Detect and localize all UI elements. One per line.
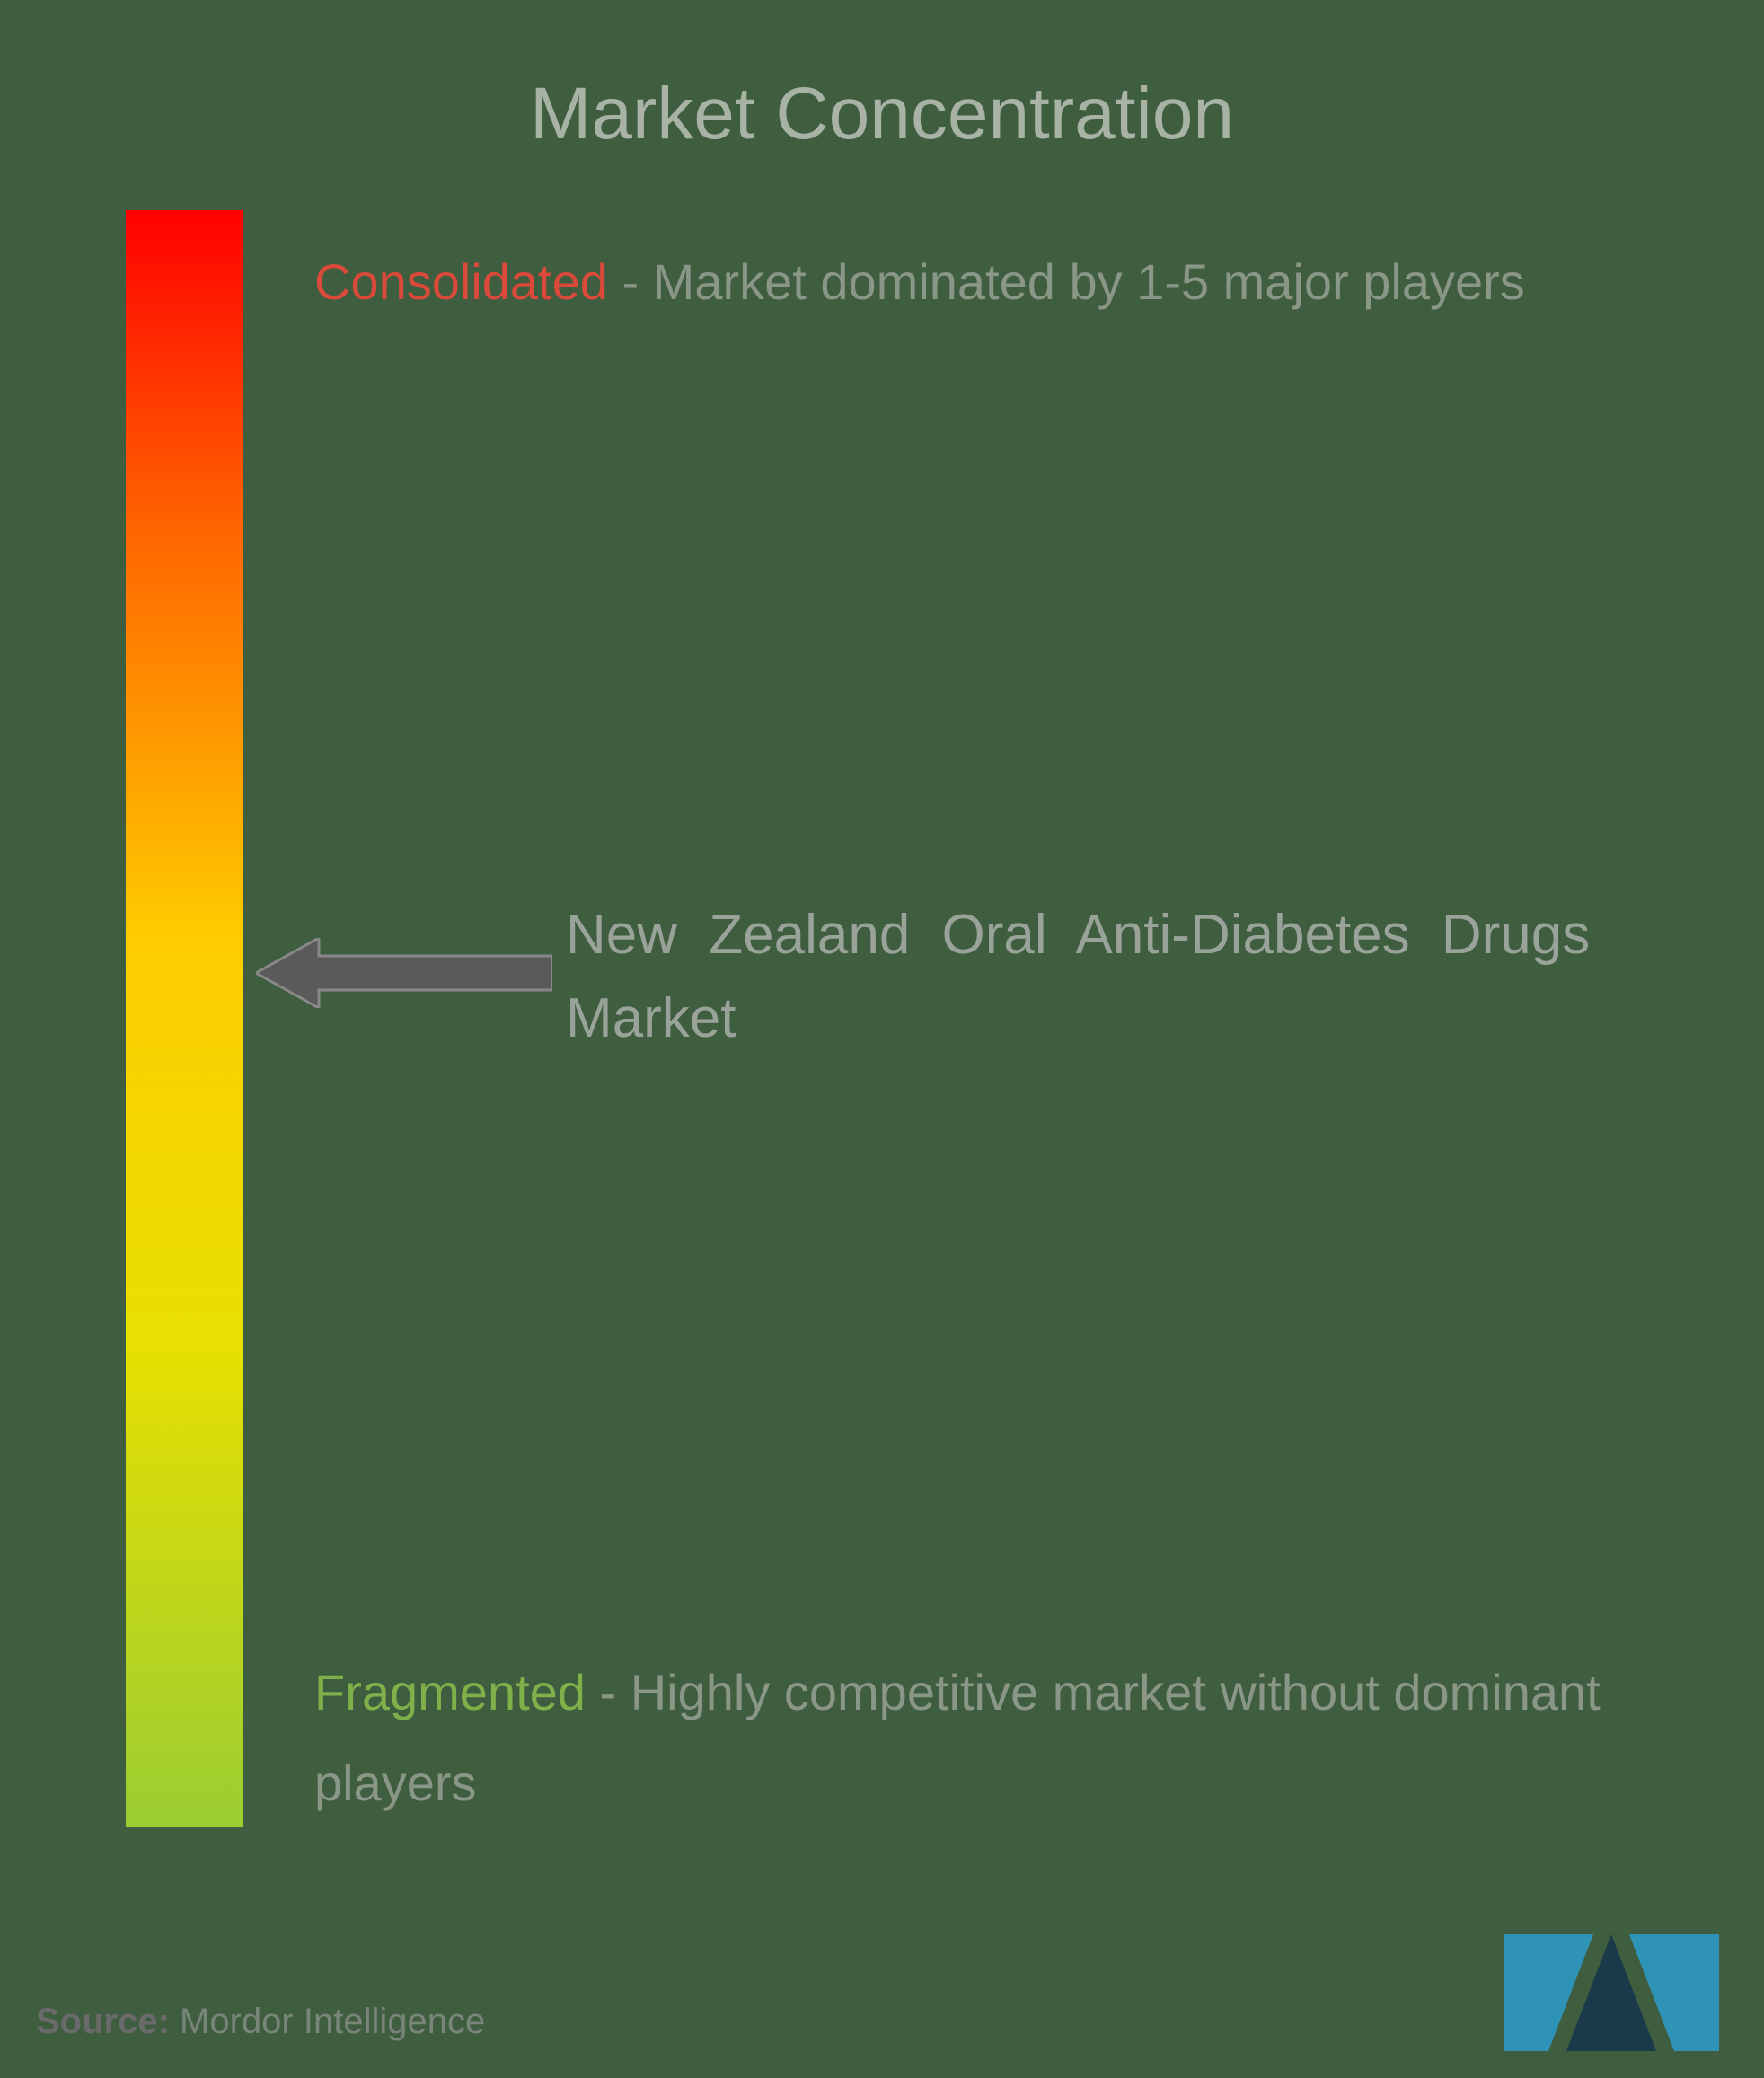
content-area: Consolidated - Market dominated by 1-5 m… (36, 210, 1728, 1872)
consolidated-sep: - (608, 253, 653, 310)
arrow-shape (256, 938, 552, 1008)
consolidated-key: Consolidated (314, 253, 608, 310)
infographic-container: Market Concentration Consolidated - Mark… (0, 0, 1764, 2078)
fragmented-block: Fragmented - Highly competitive market w… (314, 1648, 1674, 1829)
brand-logo-icon (1495, 1916, 1728, 2051)
gradient-svg (126, 210, 243, 1827)
source-key: Source: (36, 2002, 170, 2041)
fragmented-sep: - (586, 1664, 631, 1720)
consolidated-desc: Market dominated by 1-5 major players (653, 253, 1525, 310)
concentration-gradient-bar (126, 210, 243, 1827)
pointer-arrow-icon (256, 938, 552, 1008)
source-value: Mordor Intelligence (170, 2002, 485, 2041)
market-label: New Zealand Oral Anti-Diabetes Drugs Mar… (566, 893, 1674, 1060)
fragmented-key: Fragmented (314, 1664, 586, 1720)
gradient-rect (126, 210, 243, 1827)
page-title: Market Concentration (36, 72, 1728, 156)
consolidated-block: Consolidated - Market dominated by 1-5 m… (314, 237, 1674, 328)
source-attribution: Source: Mordor Intelligence (36, 2002, 485, 2042)
